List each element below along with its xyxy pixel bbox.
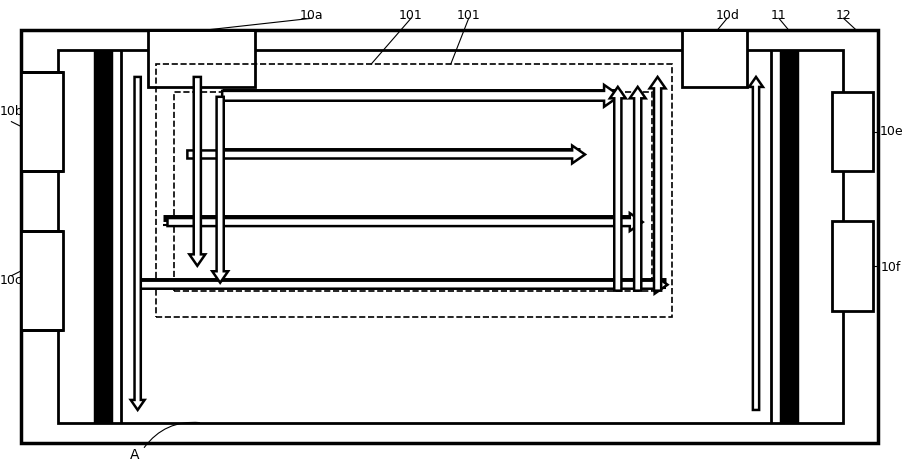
Text: 10c: 10c bbox=[0, 274, 23, 287]
Bar bbox=[58, 50, 842, 423]
Bar bbox=[22, 30, 878, 443]
Bar bbox=[682, 30, 746, 87]
Polygon shape bbox=[187, 145, 584, 164]
Text: 10a: 10a bbox=[299, 9, 323, 22]
Bar bbox=[22, 231, 63, 330]
Text: 10b: 10b bbox=[0, 105, 23, 118]
Bar bbox=[174, 92, 651, 291]
Polygon shape bbox=[189, 77, 205, 266]
Bar bbox=[831, 92, 872, 171]
Text: 101: 101 bbox=[456, 9, 480, 22]
Text: 12: 12 bbox=[834, 9, 851, 22]
Polygon shape bbox=[629, 87, 645, 291]
Bar bbox=[831, 221, 872, 310]
Bar bbox=[155, 64, 672, 317]
Bar bbox=[147, 30, 254, 87]
Polygon shape bbox=[609, 87, 625, 291]
Text: 11: 11 bbox=[770, 9, 786, 22]
Bar bbox=[22, 72, 63, 171]
Text: 10f: 10f bbox=[880, 261, 900, 274]
Polygon shape bbox=[749, 77, 762, 410]
Polygon shape bbox=[222, 85, 619, 107]
Text: 10e: 10e bbox=[879, 125, 902, 138]
Polygon shape bbox=[649, 77, 665, 291]
Polygon shape bbox=[212, 97, 228, 283]
Polygon shape bbox=[141, 276, 667, 294]
Polygon shape bbox=[131, 77, 144, 410]
Polygon shape bbox=[167, 213, 642, 231]
Text: 101: 101 bbox=[399, 9, 422, 22]
Text: 10d: 10d bbox=[714, 9, 739, 22]
Text: A: A bbox=[130, 448, 139, 462]
